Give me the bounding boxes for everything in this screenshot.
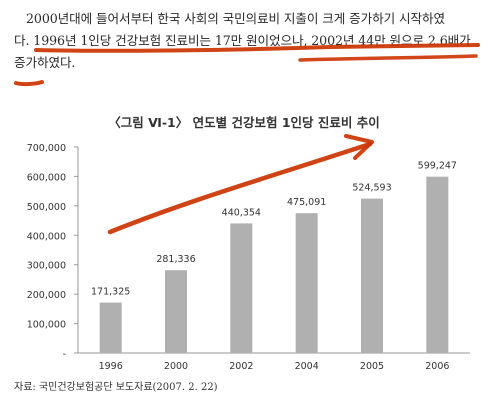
data-label: 524,593 [352, 183, 391, 194]
y-tick-label: 600,000 [27, 172, 66, 183]
figure-caption: 〈그림 Ⅵ-1〉 연도별 건강보험 1인당 진료비 추이 [108, 115, 380, 130]
y-tick-label: 700,000 [27, 143, 66, 154]
x-tick-label: 2002 [229, 361, 253, 372]
bar [165, 270, 187, 353]
x-tick-label: 2000 [164, 361, 188, 372]
y-tick-label: 400,000 [27, 231, 66, 242]
bar [230, 223, 253, 353]
bar [426, 176, 449, 353]
data-label: 281,336 [156, 254, 195, 265]
x-tick-label: 2005 [360, 361, 384, 372]
bar [99, 302, 122, 353]
paragraph-line-3: 증가하였다. [14, 55, 76, 70]
data-label: 440,354 [222, 207, 261, 218]
x-tick-label: 1996 [99, 361, 123, 372]
paragraph-line-1: 2000년대에 들어서부터 한국 사회의 국민의료비 지출이 크게 증가하기 시… [26, 11, 445, 26]
data-label: 171,325 [91, 287, 130, 298]
bar [295, 213, 318, 353]
y-tick-label: 200,000 [27, 290, 66, 301]
source-note: 자료: 국민건강보험공단 보도자료(2007. 2. 22) [14, 382, 218, 393]
y-tick-label: - [63, 349, 66, 360]
x-tick-label: 2004 [295, 361, 319, 372]
bar [361, 198, 383, 353]
y-tick-label: 500,000 [27, 202, 66, 213]
data-label: 475,091 [287, 197, 326, 208]
y-tick-label: 300,000 [27, 261, 66, 272]
data-label: 599,247 [418, 161, 457, 172]
x-tick-label: 2006 [425, 361, 449, 372]
y-tick-label: 100,000 [27, 320, 66, 331]
